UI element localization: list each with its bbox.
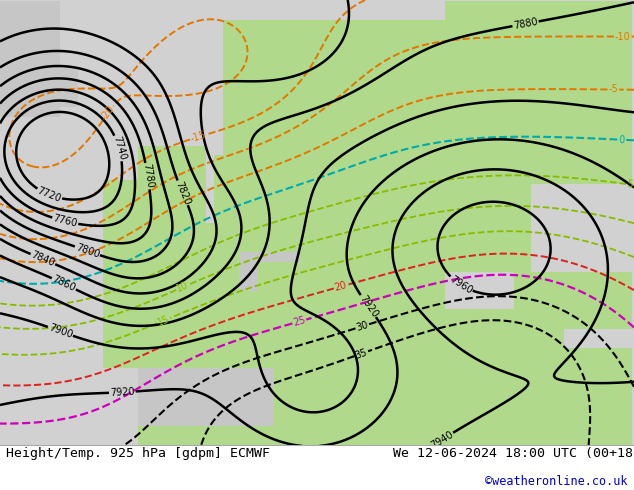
Text: 7860: 7860 [51,274,77,294]
Text: 7720: 7720 [36,186,63,204]
Text: 7920: 7920 [110,387,135,398]
Text: -20: -20 [100,104,117,122]
Text: 7840: 7840 [30,250,56,269]
Text: 7920: 7920 [357,293,379,319]
Text: 7880: 7880 [512,17,538,31]
Text: 0: 0 [618,135,624,145]
Text: 7780: 7780 [141,163,155,189]
Text: 7800: 7800 [74,242,101,260]
Text: 10: 10 [175,280,190,294]
Text: 30: 30 [355,319,370,333]
Text: -10: -10 [615,31,631,42]
Text: 35: 35 [354,347,369,361]
Text: 20: 20 [333,280,348,293]
Text: 7740: 7740 [111,135,127,161]
Text: -5: -5 [609,84,618,95]
Text: 7960: 7960 [448,274,474,295]
Text: 5: 5 [626,179,634,190]
Text: ©weatheronline.co.uk: ©weatheronline.co.uk [485,475,628,488]
Text: 7820: 7820 [173,179,192,206]
Text: 15: 15 [156,314,171,328]
Text: 7940: 7940 [429,429,455,450]
Text: 7900: 7900 [47,322,74,340]
Text: 25: 25 [292,315,307,328]
Text: We 12-06-2024 18:00 UTC (00+186): We 12-06-2024 18:00 UTC (00+186) [393,447,634,460]
Text: Height/Temp. 925 hPa [gdpm] ECMWF: Height/Temp. 925 hPa [gdpm] ECMWF [6,447,270,460]
Text: -15: -15 [190,130,208,144]
Text: 7760: 7760 [52,214,79,229]
